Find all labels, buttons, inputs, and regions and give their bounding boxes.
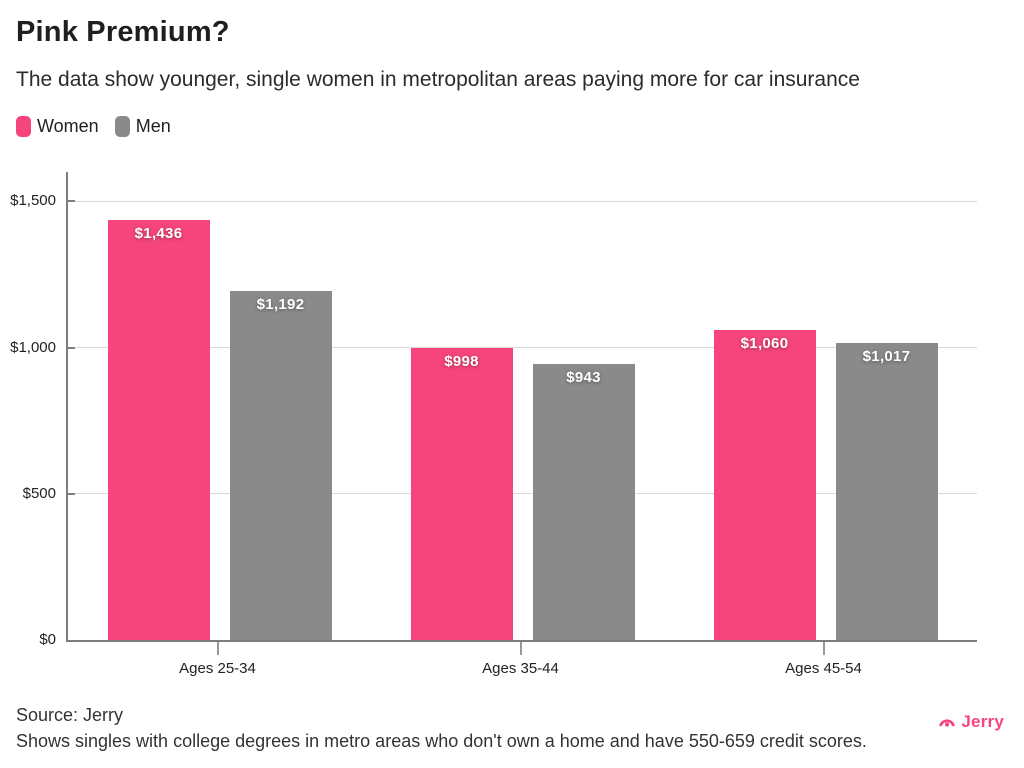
bar-group-ages-25-34: $1,436 $1,192 bbox=[107, 172, 332, 640]
bar-men-ages-25-34: $1,192 bbox=[229, 291, 332, 640]
bar-men-ages-35-44: $943 bbox=[532, 364, 635, 640]
bar-value-label: $1,017 bbox=[862, 347, 911, 365]
bar-women-ages-45-54: $1,060 bbox=[713, 329, 816, 640]
x-axis-tick bbox=[519, 642, 522, 655]
x-axis-tick bbox=[822, 642, 825, 655]
bar-value-label: $998 bbox=[444, 353, 479, 371]
legend-item-men: Men bbox=[114, 116, 171, 137]
legend-label-men: Men bbox=[135, 116, 171, 136]
y-axis-tick bbox=[66, 492, 75, 495]
jerry-arc-icon bbox=[937, 712, 957, 732]
gridline bbox=[68, 200, 977, 202]
x-axis-label: Ages 45-54 bbox=[785, 660, 862, 677]
gridline bbox=[68, 493, 977, 495]
legend-swatch-women bbox=[16, 116, 31, 137]
bar-women-ages-35-44: $998 bbox=[410, 348, 513, 640]
y-axis-label: $500 bbox=[22, 484, 56, 502]
bar-value-label: $1,192 bbox=[256, 296, 305, 314]
bar-women-ages-25-34: $1,436 bbox=[107, 219, 210, 640]
y-axis-label: $0 bbox=[39, 631, 56, 648]
x-axis-label: Ages 25-34 bbox=[179, 660, 256, 677]
bar-men-ages-45-54: $1,017 bbox=[835, 342, 938, 640]
bar-group-ages-35-44: $998 $943 bbox=[410, 172, 635, 640]
brand-logo: Jerry bbox=[937, 712, 1004, 732]
x-axis-label: Ages 35-44 bbox=[482, 660, 559, 677]
legend-swatch-men bbox=[114, 116, 130, 137]
chart-subtitle: The data show younger, single women in m… bbox=[16, 68, 860, 91]
page-title: Pink Premium? bbox=[16, 16, 230, 48]
source-text: Source: Jerry bbox=[16, 705, 124, 725]
legend: Women Men bbox=[16, 116, 171, 137]
y-axis-tick bbox=[66, 346, 75, 349]
gridline bbox=[68, 347, 977, 348]
chart-area: $1,436 $1,192 $998 $943 $1,060 $1,017 $0 $500 $… bbox=[0, 172, 1024, 692]
bar-value-label: $943 bbox=[566, 369, 601, 387]
legend-item-women: Women bbox=[16, 116, 99, 137]
y-axis-tick bbox=[66, 200, 75, 203]
bar-value-label: $1,060 bbox=[740, 334, 789, 352]
y-axis-label: $1,500 bbox=[10, 192, 56, 210]
legend-label-women: Women bbox=[37, 116, 99, 136]
bar-group-ages-45-54: $1,060 $1,017 bbox=[713, 172, 938, 640]
bar-value-label: $1,436 bbox=[134, 224, 183, 242]
plot-area: $1,436 $1,192 $998 $943 $1,060 $1,017 bbox=[66, 172, 977, 642]
brand-name: Jerry bbox=[961, 712, 1004, 731]
y-axis-label: $1,000 bbox=[10, 338, 56, 356]
x-axis-tick bbox=[216, 642, 219, 655]
footnote-text: Shows singles with college degrees in me… bbox=[16, 731, 867, 751]
